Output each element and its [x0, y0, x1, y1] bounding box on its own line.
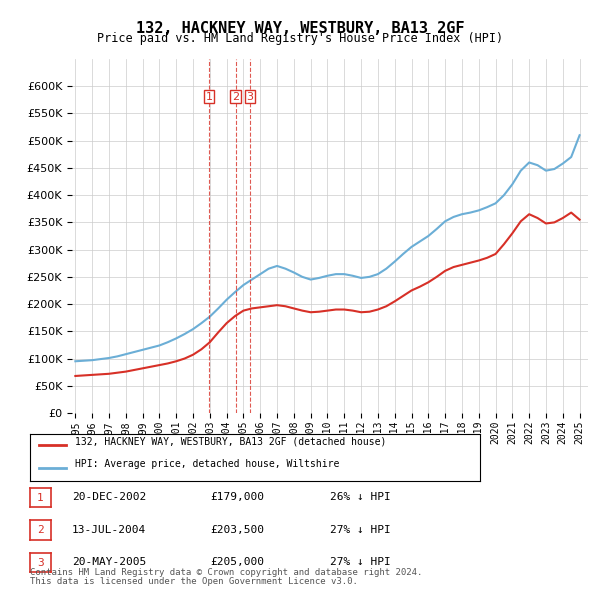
Text: HPI: Average price, detached house, Wiltshire: HPI: Average price, detached house, Wilt…	[75, 459, 340, 469]
Text: 26% ↓ HPI: 26% ↓ HPI	[330, 493, 391, 502]
Text: 2: 2	[37, 525, 44, 535]
Text: 20-MAY-2005: 20-MAY-2005	[72, 558, 146, 567]
Text: 132, HACKNEY WAY, WESTBURY, BA13 2GF: 132, HACKNEY WAY, WESTBURY, BA13 2GF	[136, 21, 464, 35]
Text: £179,000: £179,000	[210, 493, 264, 502]
Text: 1: 1	[206, 91, 213, 101]
Text: 1: 1	[37, 493, 44, 503]
Text: 3: 3	[37, 558, 44, 568]
Text: 27% ↓ HPI: 27% ↓ HPI	[330, 525, 391, 535]
Text: £205,000: £205,000	[210, 558, 264, 567]
Text: 2: 2	[232, 91, 239, 101]
Text: 27% ↓ HPI: 27% ↓ HPI	[330, 558, 391, 567]
Text: 3: 3	[247, 91, 253, 101]
Text: Price paid vs. HM Land Registry's House Price Index (HPI): Price paid vs. HM Land Registry's House …	[97, 32, 503, 45]
Text: 132, HACKNEY WAY, WESTBURY, BA13 2GF (detached house): 132, HACKNEY WAY, WESTBURY, BA13 2GF (de…	[75, 437, 386, 447]
Text: £203,500: £203,500	[210, 525, 264, 535]
Text: 20-DEC-2002: 20-DEC-2002	[72, 493, 146, 502]
Text: 13-JUL-2004: 13-JUL-2004	[72, 525, 146, 535]
Text: Contains HM Land Registry data © Crown copyright and database right 2024.: Contains HM Land Registry data © Crown c…	[30, 568, 422, 577]
Text: This data is licensed under the Open Government Licence v3.0.: This data is licensed under the Open Gov…	[30, 577, 358, 586]
